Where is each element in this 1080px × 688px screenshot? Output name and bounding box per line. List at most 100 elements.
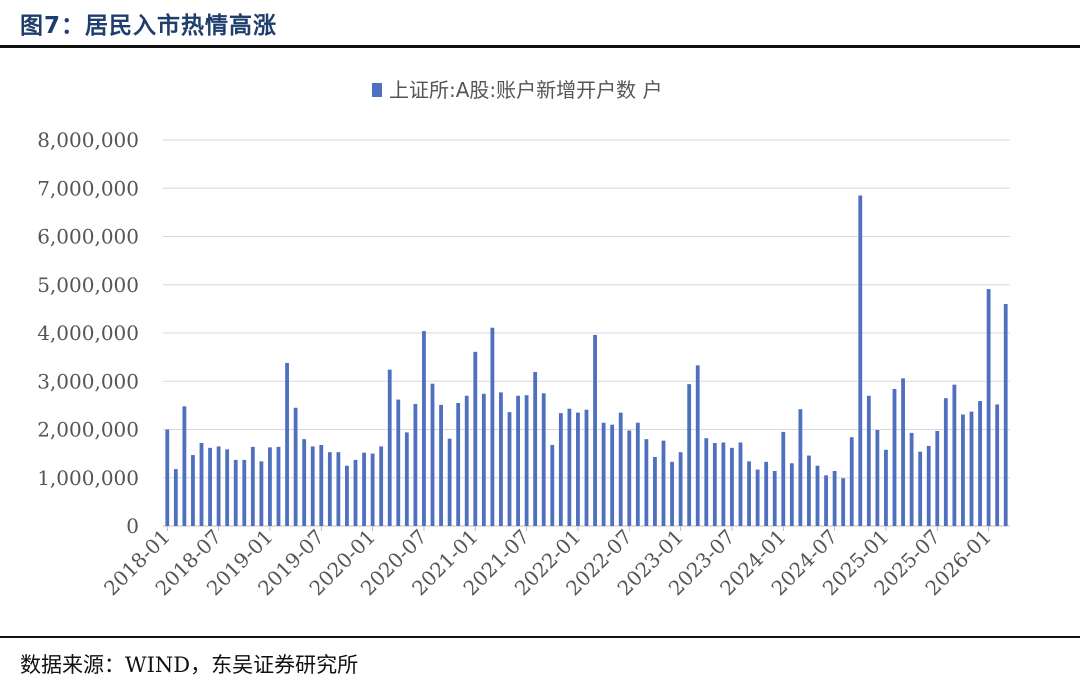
y-tick-label: 5,000,000 — [37, 273, 139, 297]
bar — [422, 331, 426, 526]
bar — [165, 429, 170, 526]
bar — [404, 432, 409, 526]
bar — [336, 452, 341, 526]
bar — [370, 453, 375, 527]
bar — [516, 395, 520, 526]
bar — [755, 469, 760, 526]
bar — [379, 446, 384, 526]
bar — [490, 327, 495, 526]
bar — [721, 442, 726, 526]
bar — [345, 465, 349, 526]
bar — [978, 401, 982, 526]
bar — [362, 452, 366, 526]
bar — [250, 446, 255, 526]
bar — [601, 422, 606, 526]
bar — [841, 478, 846, 526]
bar — [327, 452, 332, 526]
bar — [473, 351, 478, 526]
bar — [558, 413, 563, 526]
bar — [541, 393, 546, 526]
y-tick-label: 3,000,000 — [37, 369, 139, 393]
bar — [961, 414, 965, 526]
bar — [653, 457, 657, 526]
bar — [567, 408, 572, 526]
bar — [310, 446, 315, 526]
bar — [268, 447, 272, 526]
bar — [943, 398, 948, 526]
legend-swatch — [372, 83, 382, 97]
bar — [764, 461, 769, 526]
bar — [909, 432, 914, 526]
bar — [584, 409, 589, 526]
bar — [661, 440, 666, 526]
bar — [464, 395, 469, 526]
bar — [730, 447, 734, 526]
bar-series — [165, 195, 1008, 527]
bar — [1003, 304, 1008, 526]
bar — [507, 412, 512, 526]
bar — [618, 412, 623, 526]
source-note: 数据来源：WIND，东吴证券研究所 — [20, 653, 359, 677]
bar — [635, 422, 640, 526]
y-tick-label: 2,000,000 — [37, 418, 139, 442]
bar — [499, 392, 503, 526]
bar — [926, 445, 931, 526]
bar — [216, 446, 221, 526]
bar — [285, 362, 289, 526]
bar — [233, 459, 238, 526]
bar — [481, 393, 486, 526]
bar — [593, 334, 597, 526]
bar — [901, 378, 905, 526]
x-axis-ticks: 2018-012018-072019-012019-072020-012020-… — [99, 525, 996, 601]
bar — [182, 406, 187, 526]
bar — [824, 475, 828, 526]
bar — [738, 442, 743, 526]
y-tick-label: 1,000,000 — [37, 466, 139, 490]
legend: 上证所:A股:账户新增开户数 户 — [372, 78, 663, 102]
bar — [789, 463, 794, 526]
bar — [439, 404, 443, 526]
bar — [225, 449, 230, 526]
bar — [712, 443, 717, 526]
bar — [430, 383, 435, 526]
bar — [798, 409, 803, 526]
bar — [173, 469, 178, 526]
bar — [319, 444, 324, 526]
bar — [832, 471, 837, 526]
bar — [576, 412, 580, 526]
bar — [447, 438, 452, 526]
y-axis-ticks: 0 1,000,000 2,000,000 3,000,000 4,000,000 5,0… — [37, 128, 139, 538]
bottom-rule — [0, 636, 1080, 638]
bar — [627, 430, 632, 526]
bar — [815, 465, 820, 526]
y-tick-label: 7,000,000 — [37, 176, 139, 200]
legend-label: 上证所:A股:账户新增开户数 户 — [389, 78, 663, 102]
bar — [644, 439, 649, 526]
bar — [276, 446, 281, 526]
bar — [387, 369, 392, 526]
bar — [524, 395, 529, 526]
bar — [670, 461, 674, 526]
bar — [952, 384, 957, 526]
bar — [533, 372, 538, 526]
bar — [550, 444, 555, 526]
bar — [747, 461, 751, 526]
bar — [199, 443, 204, 526]
y-tick-label: 0 — [126, 514, 139, 538]
bar — [413, 403, 418, 526]
bar — [678, 452, 683, 526]
bar — [918, 451, 923, 526]
bar-chart: 0 1,000,000 2,000,000 3,000,000 4,000,000 5,0… — [37, 78, 1010, 601]
bar — [610, 424, 615, 526]
bar — [259, 461, 264, 526]
bar — [884, 449, 888, 526]
top-rule — [0, 45, 1080, 48]
y-tick-label: 8,000,000 — [37, 128, 139, 152]
bar — [781, 431, 786, 526]
y-tick-label: 4,000,000 — [37, 321, 139, 345]
bar — [849, 437, 854, 526]
bar — [892, 388, 897, 526]
bar — [687, 384, 692, 526]
bar — [858, 195, 863, 527]
bar — [986, 289, 991, 526]
